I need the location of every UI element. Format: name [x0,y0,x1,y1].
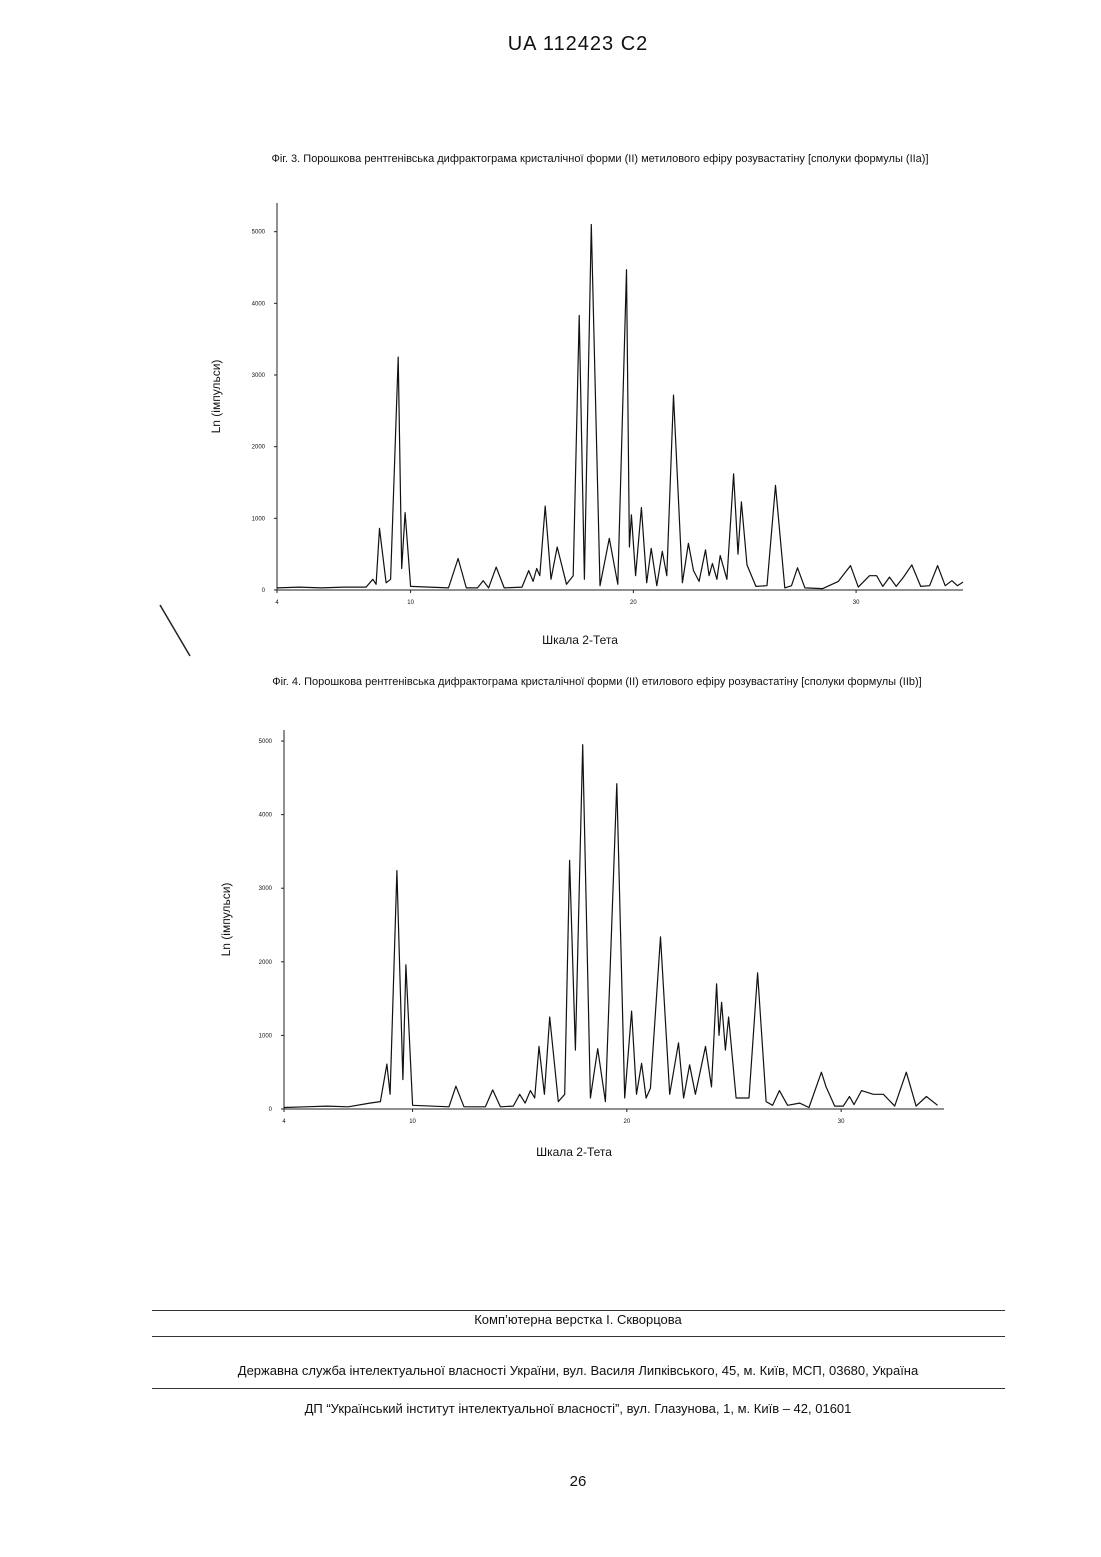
diffraction-curve [277,225,963,589]
x-tick-label: 4 [282,1119,286,1125]
x-tick-label: 20 [630,600,637,606]
y-axis-label: Ln (імпульси) [219,883,233,957]
y-tick-label: 4000 [252,301,266,307]
x-axis-label: Шкала 2-Тета [542,633,618,647]
footer-office: Державна служба інтелектуальної власност… [0,1363,1101,1378]
x-tick-label: 10 [407,600,414,606]
x-tick-label: 10 [409,1119,416,1125]
y-tick-label: 1000 [252,516,266,522]
x-tick-label: 30 [838,1119,845,1125]
page-number: 26 [0,1473,1101,1490]
scan-mark [160,605,190,656]
y-tick-label: 2000 [259,960,273,966]
y-tick-label: 2000 [252,445,266,451]
y-tick-label: 0 [269,1107,273,1113]
x-tick-label: 30 [853,600,860,606]
rule [152,1388,1005,1389]
y-tick-label: 5000 [252,230,266,236]
x-tick-label: 4 [275,600,279,606]
y-tick-label: 5000 [259,739,273,745]
y-tick-label: 1000 [259,1033,273,1039]
footer-institute: ДП “Український інститут інтелектуальної… [0,1401,1101,1416]
y-tick-label: 4000 [259,813,273,819]
y-axis-label: Ln (імпульси) [209,360,223,434]
y-tick-label: 0 [262,588,266,594]
diffraction-curve [284,745,938,1108]
page: UA 112423 C2 Фіг. 3. Порошкова рентгенів… [0,0,1101,1557]
rule [152,1310,1005,1311]
x-axis-label: Шкала 2-Тета [536,1145,612,1159]
footer-credit: Комп’ютерна верстка І. Скворцова [0,1312,1101,1327]
y-tick-label: 3000 [259,886,273,892]
x-tick-label: 20 [624,1119,631,1125]
y-tick-label: 3000 [252,373,266,379]
rule [152,1336,1005,1337]
